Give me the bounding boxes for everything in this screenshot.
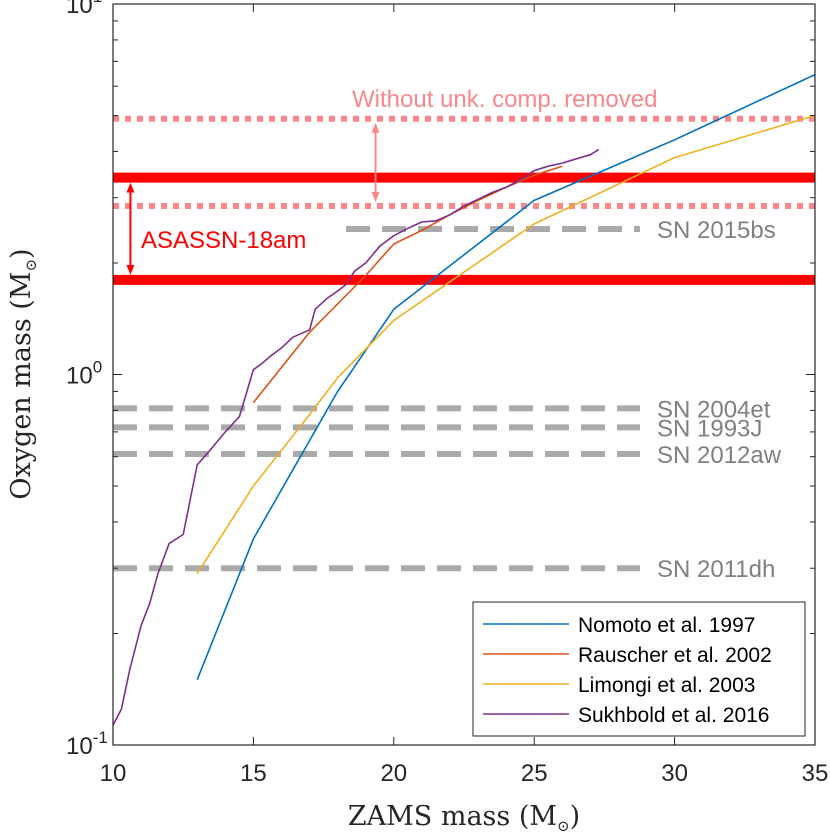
unremoved-label: Without unk. comp. removed bbox=[352, 86, 657, 113]
legend-label-limongi: Limongi et al. 2003 bbox=[578, 674, 755, 697]
series-line-nomoto bbox=[196, 73, 815, 681]
legend-label-rauscher: Rauscher et al. 2002 bbox=[578, 644, 772, 667]
legend-label-sukhbold: Sukhbold et al. 2016 bbox=[578, 704, 769, 727]
ref-label-sn-1993j: SN 1993J bbox=[657, 415, 762, 442]
x-tick-label: 10 bbox=[100, 760, 127, 787]
asassn-label: ASASSN-18am bbox=[141, 227, 306, 254]
x-tick-label: 30 bbox=[661, 760, 688, 787]
series-line-sukhbold bbox=[113, 148, 600, 726]
legend-label-nomoto: Nomoto et al. 1997 bbox=[578, 614, 755, 637]
x-tick-label: 25 bbox=[521, 760, 548, 787]
ref-label-sn-2004et: SN 2004et bbox=[657, 396, 771, 423]
y-tick-label: 100 bbox=[66, 358, 102, 390]
ref-label-sn-2011dh: SN 2011dh bbox=[657, 556, 775, 583]
series-line-rauscher bbox=[252, 165, 563, 404]
x-axis-label-text: ZAMS mass (M⊙) bbox=[348, 801, 580, 835]
x-tick-label: 15 bbox=[240, 760, 267, 787]
x-tick-label: 20 bbox=[380, 760, 407, 787]
y-tick-label: 101 bbox=[66, 0, 102, 19]
series-line-limongi bbox=[196, 114, 815, 575]
ref-label-sn-2012aw: SN 2012aw bbox=[657, 442, 782, 469]
ref-label-sn-2015bs: SN 2015bs bbox=[657, 217, 776, 244]
y-axis-label: Oxygen mass (M⊙) bbox=[6, 248, 40, 499]
y-tick-label: 10-1 bbox=[66, 728, 108, 760]
x-tick-label: 35 bbox=[802, 760, 829, 787]
y-axis-label-text: Oxygen mass (M⊙) bbox=[6, 248, 40, 499]
x-axis-label: ZAMS mass (M⊙) bbox=[348, 801, 580, 835]
